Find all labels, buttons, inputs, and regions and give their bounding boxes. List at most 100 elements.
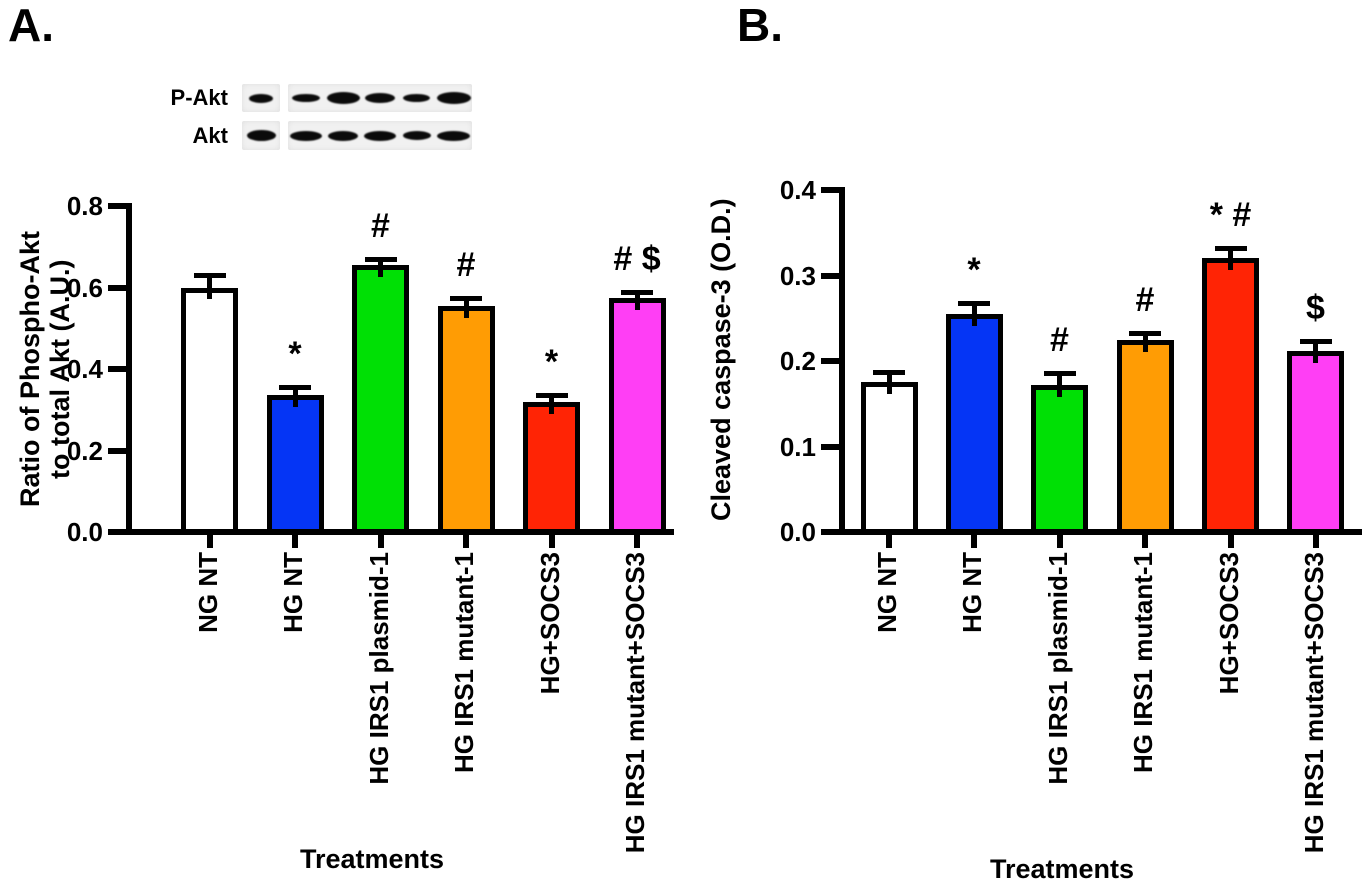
error-bar-line (886, 372, 892, 395)
y-tick-mark (821, 358, 839, 364)
x-tick-mark (634, 535, 640, 548)
y-tick-mark (108, 366, 126, 372)
bar (1031, 384, 1088, 535)
x-tick-label: HG IRS1 mutant+SOCS3 (1298, 552, 1329, 854)
significance-annotation: # (456, 245, 476, 284)
y-axis-line (839, 187, 845, 535)
x-tick-mark (886, 535, 892, 548)
bar (437, 305, 495, 535)
y-axis-line (126, 203, 132, 535)
significance-annotation: $ (1306, 289, 1325, 328)
error-bar-line (971, 302, 977, 326)
x-axis-line (839, 529, 1362, 535)
x-tick-mark (1142, 535, 1148, 548)
x-tick-label: HG NT (957, 552, 987, 633)
y-tick-mark (821, 443, 839, 450)
error-bar-line (1228, 248, 1233, 271)
error-bar-line (292, 387, 298, 408)
bar (608, 297, 666, 535)
x-tick-mark (548, 535, 555, 548)
error-bar-cap (364, 256, 397, 262)
y-tick-mark (821, 272, 839, 279)
bar (352, 265, 409, 535)
bar (945, 313, 1003, 535)
x-tick-label: HG IRS1 mutant-1 (1128, 552, 1158, 774)
significance-annotation: * # (1209, 196, 1252, 235)
x-tick-label: HG NT (278, 552, 308, 633)
x-tick-label: HG+SOCS3 (1213, 552, 1244, 695)
y-tick-mark (108, 203, 126, 209)
y-tick-label: 0.2 (66, 435, 103, 466)
y-tick-mark (108, 447, 126, 454)
x-tick-mark (206, 535, 213, 548)
significance-annotation: * (544, 343, 559, 382)
error-bar-cap (1214, 246, 1247, 252)
blot-row-label-p-akt: P-Akt (170, 85, 228, 110)
y-tick-label: 0.4 (66, 354, 103, 384)
significance-annotation: # $ (613, 239, 661, 278)
x-tick-mark (971, 535, 977, 548)
error-bar-cap (958, 300, 990, 306)
x-axis-line (126, 529, 674, 535)
blot-band (292, 94, 321, 102)
error-bar-line (207, 275, 212, 300)
x-tick-label: HG IRS1 mutant-1 (449, 552, 479, 774)
error-bar-line (1313, 341, 1318, 363)
x-tick-label: HG IRS1 mutant+SOCS3 (620, 552, 650, 854)
y-tick-label: 0.8 (66, 191, 103, 221)
blot-band (403, 94, 431, 102)
panel-a-label: A. (8, 0, 54, 51)
error-bar-line (549, 395, 554, 414)
y-tick-mark (821, 529, 839, 535)
blot-band (249, 93, 273, 103)
significance-annotation: * (967, 250, 981, 289)
x-tick-label: HG IRS1 plasmid-1 (363, 552, 394, 785)
x-axis-title: Treatments (989, 854, 1135, 884)
error-bar-cap (1043, 370, 1076, 376)
y-tick-label: 0.3 (779, 260, 816, 291)
y-tick-label: 0.0 (779, 517, 816, 547)
y-axis-title: Cleaved caspase-3 (O.D.) (706, 198, 736, 522)
bar (860, 382, 918, 535)
y-axis-title: to total Akt (A.U.) (45, 259, 75, 479)
x-tick-mark (377, 535, 384, 548)
blot-band (365, 93, 395, 103)
x-tick-label: NG NT (192, 552, 223, 633)
blot-row-label-akt: Akt (192, 123, 228, 148)
blot-band (402, 131, 431, 140)
error-bar-cap (279, 385, 311, 391)
y-tick-label: 0.4 (779, 175, 816, 205)
x-tick-mark (292, 535, 298, 548)
error-bar-cap (1299, 339, 1332, 345)
bar (1116, 339, 1174, 535)
significance-annotation: * (288, 335, 302, 374)
error-bar-line (463, 297, 469, 318)
blot-band (436, 92, 471, 104)
significance-annotation: # (1050, 320, 1069, 359)
y-tick-mark (108, 529, 126, 535)
x-tick-mark (1312, 535, 1319, 548)
blot-band (328, 130, 359, 141)
x-tick-label: NG NT (872, 552, 902, 633)
significance-annotation: # (1135, 280, 1155, 319)
y-axis-title: Ratio of Phospho-Akt (15, 231, 45, 507)
y-tick-label: 0.0 (66, 517, 103, 547)
bar (181, 287, 238, 535)
bar (266, 395, 324, 535)
blot-band (326, 92, 360, 104)
x-tick-label: HG+SOCS3 (534, 552, 565, 695)
error-bar-line (1142, 332, 1148, 352)
bar (1202, 258, 1259, 535)
bar (523, 401, 580, 535)
y-tick-mark (821, 187, 839, 193)
error-bar-cap (450, 295, 482, 301)
x-tick-label: HG IRS1 plasmid-1 (1042, 552, 1073, 785)
x-tick-mark (1227, 535, 1234, 548)
error-bar-cap (873, 370, 905, 376)
x-axis-title: Treatments (299, 844, 445, 874)
blot-band (364, 130, 396, 141)
y-tick-label: 0.1 (779, 431, 816, 462)
x-tick-mark (463, 535, 469, 548)
error-bar-line (1057, 372, 1062, 397)
